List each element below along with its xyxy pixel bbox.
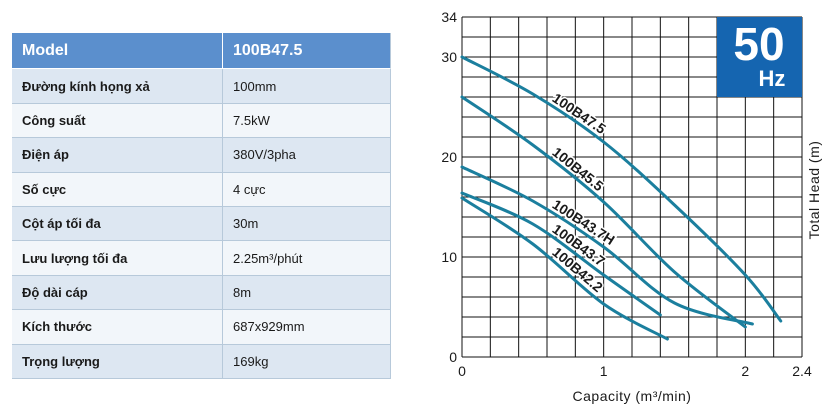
series-line bbox=[460, 191, 662, 317]
curve-label: 100B45.5 bbox=[549, 144, 607, 195]
y-tick-label: 20 bbox=[441, 149, 457, 165]
x-tick-label: 1 bbox=[600, 363, 608, 379]
x-tick-label: 2 bbox=[741, 363, 749, 379]
row-value: 380V/3pha bbox=[223, 138, 391, 173]
y-tick-label: 10 bbox=[441, 249, 457, 265]
curve-labels: 100B47.5100B45.5100B43.7H100B43.7100B42.… bbox=[548, 88, 619, 297]
x-axis-title: Capacity (m³/min) bbox=[573, 388, 692, 404]
row-label: Số cực bbox=[12, 172, 223, 207]
row-label: Kích thước bbox=[12, 310, 223, 345]
row-label: Công suất bbox=[12, 103, 223, 139]
header-label: Model bbox=[12, 33, 223, 70]
spec-table: Model 100B47.5 Đường kính họng xả 100mm … bbox=[12, 33, 391, 379]
table-row: Lưu lượng tối đa 2.25m³/phút bbox=[12, 241, 391, 276]
series-line bbox=[460, 196, 669, 341]
row-value: 687x929mm bbox=[223, 310, 391, 345]
x-tick-label: 0 bbox=[458, 363, 466, 379]
table-row: Công suất 7.5kW bbox=[12, 103, 391, 139]
frequency-badge-value: 50 bbox=[733, 18, 784, 70]
row-value: 169kg bbox=[223, 344, 391, 379]
y-axis-title: Total Head (m) bbox=[806, 141, 822, 240]
pump-curve-chart: 0 1 2 2.4 0 10 20 30 34 100B47.5100B45.5100B43.7… bbox=[441, 9, 822, 404]
table-row: Đường kính họng xả 100mm bbox=[12, 69, 391, 104]
row-label: Trọng lượng bbox=[12, 344, 223, 379]
y-tick-label: 34 bbox=[441, 9, 457, 25]
table-row: Kích thước 687x929mm bbox=[12, 310, 391, 345]
table-row: Độ dài cáp 8m bbox=[12, 275, 391, 311]
chart-curves bbox=[460, 55, 783, 341]
row-label: Cột áp tối đa bbox=[12, 206, 223, 242]
x-tick-label: 2.4 bbox=[792, 363, 812, 379]
row-label: Độ dài cáp bbox=[12, 275, 223, 311]
header-model-value: 100B47.5 bbox=[223, 33, 391, 70]
series-line bbox=[460, 55, 783, 323]
series-line bbox=[460, 165, 754, 326]
y-tick-label: 0 bbox=[449, 349, 457, 365]
row-value: 30m bbox=[223, 206, 391, 242]
frequency-badge-unit: Hz bbox=[759, 66, 786, 91]
axis-ticks: 0 1 2 2.4 0 10 20 30 34 bbox=[441, 9, 812, 379]
row-value: 7.5kW bbox=[223, 103, 391, 139]
table-row: Trọng lượng 169kg bbox=[12, 344, 391, 379]
row-value: 2.25m³/phút bbox=[223, 241, 391, 276]
frequency-badge: 50 Hz bbox=[717, 17, 802, 97]
table-row: Điện áp 380V/3pha bbox=[12, 138, 391, 173]
table-row: Cột áp tối đa 30m bbox=[12, 206, 391, 242]
table-row: Số cực 4 cực bbox=[12, 172, 391, 207]
row-value: 4 cực bbox=[223, 172, 391, 207]
y-tick-label: 30 bbox=[441, 49, 457, 65]
row-value: 8m bbox=[223, 275, 391, 311]
series-line bbox=[460, 95, 747, 329]
row-label: Điện áp bbox=[12, 138, 223, 173]
table-header-row: Model 100B47.5 bbox=[12, 33, 391, 70]
row-label: Lưu lượng tối đa bbox=[12, 241, 223, 276]
frequency-badge-box bbox=[717, 17, 802, 97]
row-label: Đường kính họng xả bbox=[12, 69, 223, 104]
row-value: 100mm bbox=[223, 69, 391, 104]
